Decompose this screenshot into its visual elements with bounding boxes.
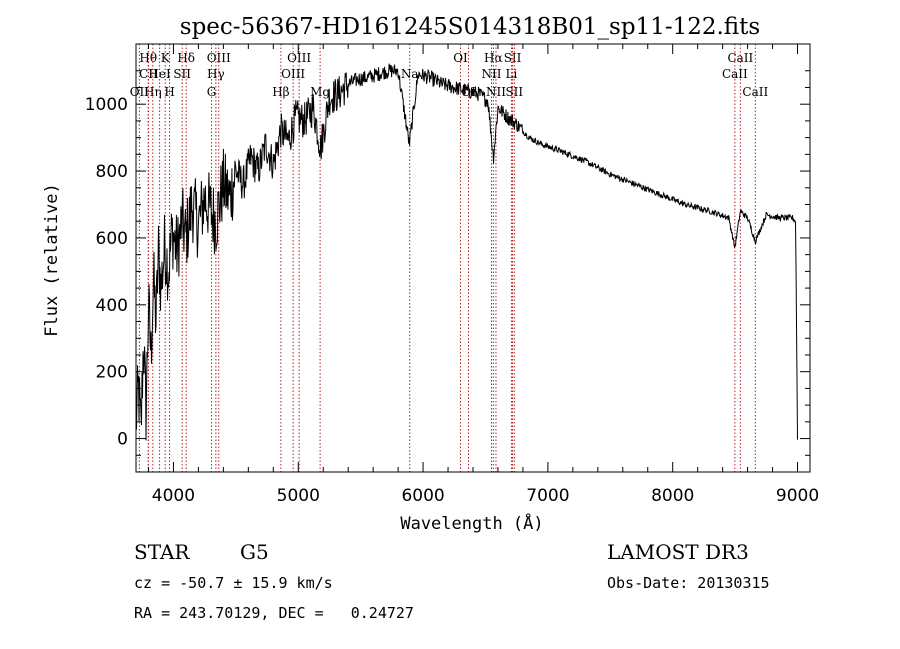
x-tick-label: 8000 [651, 486, 694, 506]
redshift-readout: cz = -50.7 ± 15.9 km/s [134, 574, 333, 592]
y-tick-label: 0 [117, 430, 128, 450]
line-label: Hδ [177, 51, 195, 65]
line-label: G [207, 85, 217, 99]
line-label: CaII [742, 85, 768, 99]
line-label: H [164, 85, 174, 99]
coordinates: RA = 243.70129, DEC = 0.24727 [134, 604, 414, 622]
line-label: Hη [144, 85, 162, 99]
line-label: Hα [484, 51, 503, 65]
line-label: OII [130, 85, 150, 99]
line-label: Li [506, 67, 518, 81]
line-label: CaII [727, 51, 753, 65]
line-label: SII [504, 51, 522, 65]
line-label: Hγ [207, 67, 225, 81]
obs-date: Obs-Date: 20130315 [607, 574, 770, 592]
line-label: OI [453, 51, 468, 65]
plot-frame [135, 43, 811, 473]
x-axis-label: Wavelength (Å) [400, 512, 543, 534]
x-axis: 4000 5000 6000 7000 8000 9000 [147, 44, 819, 506]
line-label: OIII [281, 67, 305, 81]
y-axis-label: Flux (relative) [42, 183, 62, 337]
chart-title: spec-56367-HD161245S014318B01_sp11-122.f… [180, 14, 760, 40]
object-subclass: G5 [240, 540, 269, 564]
line-label: SII [173, 67, 191, 81]
x-tick-label: 9000 [776, 486, 819, 506]
object-class: STAR [134, 540, 190, 564]
line-label: Mg [310, 85, 330, 99]
line-label: Hβ [272, 85, 289, 99]
line-label: Na [401, 67, 419, 81]
x-tick-label: 6000 [401, 486, 444, 506]
line-label: K [161, 51, 171, 65]
line-label: NII [481, 67, 501, 81]
x-tick-label: 4000 [152, 486, 195, 506]
line-label: SII [505, 85, 523, 99]
y-axis: 0 200 400 600 800 1000 [85, 70, 810, 473]
y-tick-label: 400 [96, 296, 128, 316]
x-tick-label: 7000 [526, 486, 569, 506]
line-label: OIII [207, 51, 231, 65]
survey-name: LAMOST DR3 [607, 540, 749, 564]
spectrum-line [135, 63, 798, 441]
y-tick-label: 1000 [85, 95, 128, 115]
line-label: HeI [148, 67, 171, 81]
line-label: NII [486, 85, 506, 99]
line-label: CaII [722, 67, 748, 81]
x-tick-label: 5000 [277, 486, 320, 506]
y-tick-label: 600 [96, 229, 128, 249]
y-tick-label: 800 [96, 162, 128, 182]
y-tick-label: 200 [96, 363, 128, 383]
line-label: OIII [287, 51, 311, 65]
line-label: CII [139, 67, 158, 81]
